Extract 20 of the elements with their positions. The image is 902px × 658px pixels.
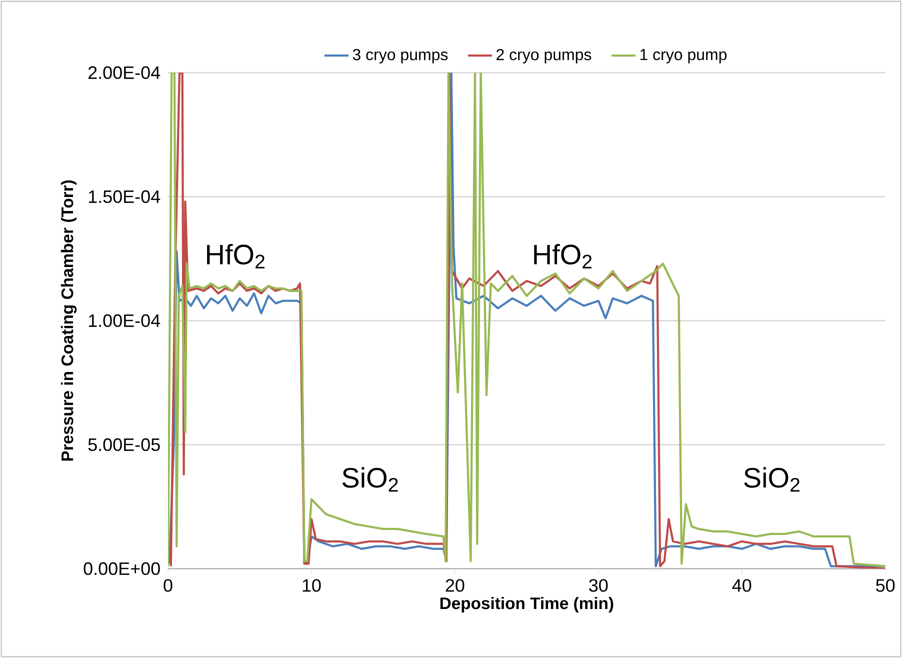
y-tick-label: 0.00E+00 bbox=[84, 562, 160, 576]
y-tick-label: 5.00E-05 bbox=[88, 438, 160, 452]
x-tick-label: 30 bbox=[589, 579, 608, 592]
x-tick-label: 20 bbox=[446, 579, 464, 592]
x-tick-label: 50 bbox=[876, 579, 895, 592]
annotation: SiO$_{2}$ bbox=[744, 467, 800, 492]
x-tick-label: 40 bbox=[732, 579, 752, 592]
annotation: SiO$_{2}$ bbox=[342, 467, 398, 492]
annotation: HfO$_{2}$ bbox=[534, 244, 592, 268]
legend-label: 3 cryo pumps bbox=[352, 48, 448, 64]
legend-label: 2 cryo pumps bbox=[496, 48, 592, 64]
x-tick-label: 10 bbox=[302, 579, 321, 592]
y-tick-label: 2.00E-04 bbox=[88, 66, 160, 80]
y-tick-label: 1.00E-04 bbox=[88, 314, 160, 328]
y-axis-title: Pressure in Coating Chamber (Torr) bbox=[60, 180, 77, 461]
x-axis-title: Deposition Time (min) bbox=[440, 596, 614, 612]
x-tick-label: 0 bbox=[164, 579, 172, 592]
legend-label: 1 cryo pump bbox=[640, 49, 727, 64]
annotation: HfO$_{2}$ bbox=[207, 244, 264, 268]
y-tick-label: 1.50E-04 bbox=[88, 190, 160, 204]
